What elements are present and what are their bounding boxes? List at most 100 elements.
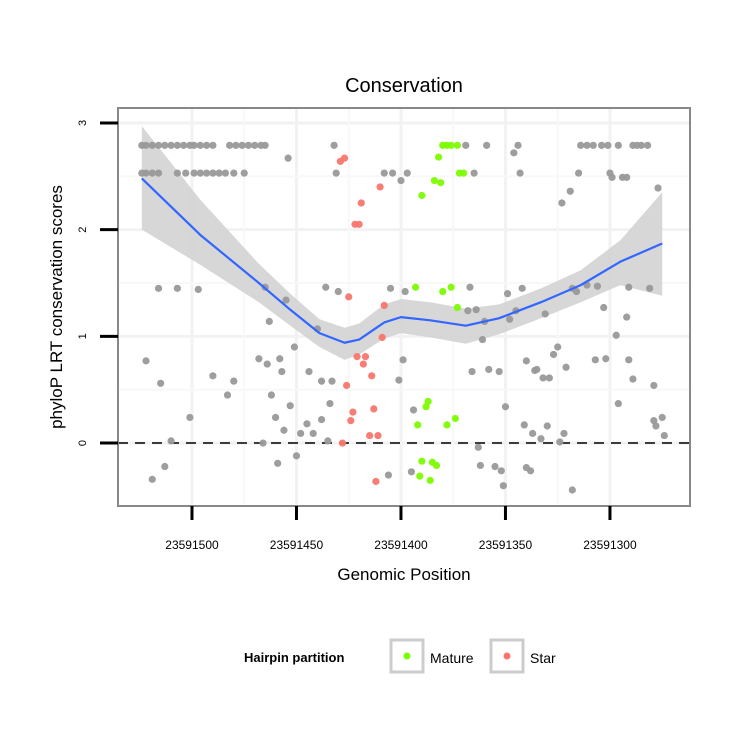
point-other (190, 141, 198, 149)
point-other (157, 379, 165, 387)
point-other (516, 169, 524, 177)
point-other (510, 149, 518, 157)
y-tick-label: 1 (77, 333, 89, 339)
point-other (604, 141, 612, 149)
point-mature (414, 421, 422, 429)
point-other (568, 486, 576, 494)
point-other (292, 452, 301, 460)
point-other (190, 169, 198, 177)
point-other (583, 141, 591, 149)
point-other (173, 284, 181, 292)
x-tick-label: 23591350 (479, 538, 533, 552)
point-other (397, 176, 405, 185)
point-star (368, 372, 376, 380)
point-other (491, 462, 499, 471)
x-tick-label: 23591300 (583, 538, 637, 552)
point-other (276, 355, 284, 363)
point-other (142, 357, 150, 365)
point-star (353, 353, 361, 361)
point-other (161, 462, 169, 471)
point-star (338, 439, 347, 447)
point-other (468, 367, 476, 376)
point-other (154, 284, 163, 292)
point-other (265, 317, 273, 326)
point-other (186, 413, 194, 422)
point-other (593, 282, 602, 290)
point-other (623, 313, 631, 321)
point-other (646, 284, 654, 292)
point-other (591, 356, 599, 364)
point-other (543, 422, 551, 430)
point-other (554, 343, 562, 351)
point-other (244, 141, 253, 149)
point-other (652, 422, 660, 430)
point-star (343, 381, 351, 390)
point-other (614, 399, 622, 408)
point-other (167, 437, 175, 445)
point-other (409, 406, 418, 414)
point-star (357, 199, 365, 207)
point-other (466, 283, 474, 291)
point-other (497, 467, 505, 475)
point-other (303, 420, 311, 428)
point-other (240, 169, 248, 177)
point-mature (453, 141, 461, 149)
point-other (623, 173, 631, 181)
point-mature (447, 141, 455, 149)
point-other (389, 169, 397, 177)
point-other (209, 372, 217, 380)
confidence-ribbon (141, 126, 663, 360)
point-other (238, 141, 246, 149)
point-other (203, 141, 211, 149)
point-star (359, 360, 367, 368)
point-mature (411, 283, 420, 291)
point-other (643, 141, 652, 149)
y-tick-label: 3 (77, 120, 89, 126)
point-mature (447, 283, 455, 291)
point-mature (418, 457, 426, 465)
point-other (612, 331, 620, 339)
y-axis: 0 1 2 3 (77, 120, 118, 446)
point-mature (416, 472, 424, 480)
point-other (608, 173, 616, 181)
y-tick-label: 2 (77, 227, 89, 233)
point-other (549, 350, 558, 359)
point-other (478, 335, 487, 344)
point-other (533, 365, 541, 374)
point-star (378, 333, 386, 342)
point-other (267, 391, 275, 399)
confidence-ribbon-area (141, 126, 663, 360)
point-other (280, 426, 288, 434)
point-mature (434, 153, 443, 161)
x-tick-label: 23591400 (374, 538, 428, 552)
point-star (376, 183, 384, 191)
point-other (328, 377, 336, 385)
point-other (309, 429, 317, 438)
point-other (654, 184, 662, 192)
point-other (284, 154, 292, 162)
point-other (499, 482, 507, 490)
point-other (225, 141, 234, 149)
smooth-line (141, 177, 663, 344)
point-other (334, 287, 342, 296)
plot-border (117, 107, 691, 507)
point-other (274, 459, 282, 467)
point-star (355, 220, 363, 228)
point-other (142, 141, 150, 149)
point-mature (439, 287, 447, 296)
point-other (182, 169, 190, 177)
point-other (232, 141, 240, 149)
point-other (474, 443, 482, 451)
point-other (562, 363, 570, 371)
point-other (297, 429, 305, 438)
point-other (520, 421, 528, 429)
point-other (215, 169, 223, 177)
point-other (230, 169, 238, 177)
point-other (161, 141, 169, 149)
point-mature (430, 176, 439, 185)
point-other (600, 303, 608, 312)
point-other (514, 141, 522, 149)
point-other (209, 169, 217, 177)
point-other (317, 377, 326, 385)
point-other (464, 307, 472, 315)
